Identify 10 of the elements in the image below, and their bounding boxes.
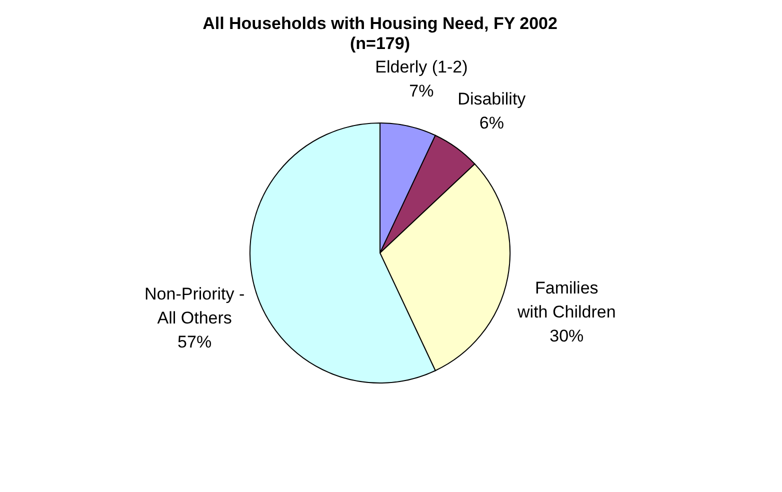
data-label: 30% bbox=[550, 326, 584, 346]
data-label: 57% bbox=[178, 332, 212, 352]
chart-subtitle: (n=179) bbox=[350, 34, 410, 53]
slice-label: Non-Priority - All Others bbox=[144, 284, 245, 328]
data-label: 7% bbox=[409, 82, 434, 101]
chart-title: All Households with Housing Need, FY 2002 bbox=[202, 14, 558, 33]
slice-label: Elderly (1-2) bbox=[375, 58, 468, 77]
slice-label: Families with Children bbox=[516, 278, 616, 322]
slice-label: Disability bbox=[458, 89, 526, 108]
data-label: 6% bbox=[479, 113, 504, 132]
